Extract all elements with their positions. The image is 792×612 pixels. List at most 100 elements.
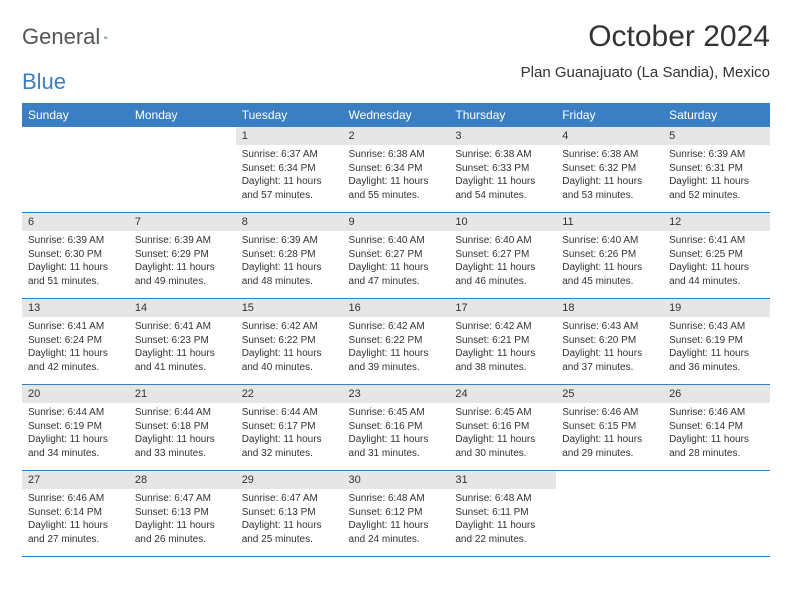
sunset-text: Sunset: 6:19 PM xyxy=(28,420,123,434)
day-number-cell: 21 xyxy=(129,385,236,404)
daylight-text: Daylight: 11 hours and 44 minutes. xyxy=(669,261,764,288)
sunset-text: Sunset: 6:14 PM xyxy=(669,420,764,434)
day-detail-cell: Sunrise: 6:41 AMSunset: 6:24 PMDaylight:… xyxy=(22,317,129,385)
sunrise-text: Sunrise: 6:48 AM xyxy=(349,492,444,506)
day-number-cell: 19 xyxy=(663,299,770,318)
sunrise-text: Sunrise: 6:39 AM xyxy=(669,148,764,162)
day-number-cell: 1 xyxy=(236,127,343,145)
sunrise-text: Sunrise: 6:39 AM xyxy=(242,234,337,248)
sunset-text: Sunset: 6:11 PM xyxy=(455,506,550,520)
day-number-cell: 9 xyxy=(343,213,450,232)
day-number-cell xyxy=(556,471,663,490)
day-header: Sunday xyxy=(22,103,129,127)
sunset-text: Sunset: 6:26 PM xyxy=(562,248,657,262)
daylight-text: Daylight: 11 hours and 51 minutes. xyxy=(28,261,123,288)
sunset-text: Sunset: 6:18 PM xyxy=(135,420,230,434)
day-detail-cell: Sunrise: 6:39 AMSunset: 6:30 PMDaylight:… xyxy=(22,231,129,299)
day-number-cell: 10 xyxy=(449,213,556,232)
day-number-row: 12345 xyxy=(22,127,770,145)
sunrise-text: Sunrise: 6:38 AM xyxy=(562,148,657,162)
day-number-cell: 31 xyxy=(449,471,556,490)
daylight-text: Daylight: 11 hours and 36 minutes. xyxy=(669,347,764,374)
day-number-cell: 16 xyxy=(343,299,450,318)
brand-logo: General xyxy=(22,24,128,50)
sunset-text: Sunset: 6:29 PM xyxy=(135,248,230,262)
day-header: Saturday xyxy=(663,103,770,127)
day-number-cell: 27 xyxy=(22,471,129,490)
daylight-text: Daylight: 11 hours and 41 minutes. xyxy=(135,347,230,374)
daylight-text: Daylight: 11 hours and 27 minutes. xyxy=(28,519,123,546)
sunrise-text: Sunrise: 6:47 AM xyxy=(135,492,230,506)
day-header: Thursday xyxy=(449,103,556,127)
day-number-cell: 6 xyxy=(22,213,129,232)
sunset-text: Sunset: 6:34 PM xyxy=(349,162,444,176)
sunset-text: Sunset: 6:30 PM xyxy=(28,248,123,262)
day-detail-cell: Sunrise: 6:37 AMSunset: 6:34 PMDaylight:… xyxy=(236,145,343,213)
sunrise-text: Sunrise: 6:46 AM xyxy=(562,406,657,420)
day-detail-cell: Sunrise: 6:46 AMSunset: 6:15 PMDaylight:… xyxy=(556,403,663,471)
day-number-row: 20212223242526 xyxy=(22,385,770,404)
day-detail-row: Sunrise: 6:37 AM Sunset: 6:34 PM Daylight:… xyxy=(22,145,770,213)
sunrise-text: Sunrise: 6:41 AM xyxy=(28,320,123,334)
sunrise-text: Sunrise: 6:39 AM xyxy=(28,234,123,248)
day-detail-cell: Sunrise: 6:47 AMSunset: 6:13 PMDaylight:… xyxy=(236,489,343,557)
day-detail-cell: Sunrise: 6:45 AMSunset: 6:16 PMDaylight:… xyxy=(343,403,450,471)
day-number-cell: 28 xyxy=(129,471,236,490)
sunset-text: Sunset: 6:12 PM xyxy=(349,506,444,520)
sunrise-text: Sunrise: 6:37 AM xyxy=(242,148,337,162)
sunset-text: Sunset: 6:13 PM xyxy=(242,506,337,520)
daylight-text: Daylight: 11 hours and 54 minutes. xyxy=(455,175,550,202)
sunrise-text: Sunrise: 6:38 AM xyxy=(455,148,550,162)
sunrise-text: Sunrise: 6:46 AM xyxy=(28,492,123,506)
sunrise-text: Sunrise: 6:44 AM xyxy=(242,406,337,420)
sunrise-text: Sunrise: 6:45 AM xyxy=(455,406,550,420)
day-number-row: 6789101112 xyxy=(22,213,770,232)
sunset-text: Sunset: 6:19 PM xyxy=(669,334,764,348)
day-header-row: Sunday Monday Tuesday Wednesday Thursday… xyxy=(22,103,770,127)
daylight-text: Daylight: 11 hours and 39 minutes. xyxy=(349,347,444,374)
day-detail-cell: Sunrise: 6:43 AMSunset: 6:20 PMDaylight:… xyxy=(556,317,663,385)
daylight-text: Daylight: 11 hours and 57 minutes. xyxy=(242,175,337,202)
daylight-text: Daylight: 11 hours and 24 minutes. xyxy=(349,519,444,546)
sunset-text: Sunset: 6:28 PM xyxy=(242,248,337,262)
day-detail-cell: Sunrise: 6:44 AMSunset: 6:18 PMDaylight:… xyxy=(129,403,236,471)
sunrise-text: Sunrise: 6:48 AM xyxy=(455,492,550,506)
day-number-row: 13141516171819 xyxy=(22,299,770,318)
daylight-text: Daylight: 11 hours and 33 minutes. xyxy=(135,433,230,460)
sunrise-text: Sunrise: 6:42 AM xyxy=(455,320,550,334)
day-detail-cell: Sunrise: 6:42 AMSunset: 6:22 PMDaylight:… xyxy=(236,317,343,385)
day-header: Tuesday xyxy=(236,103,343,127)
daylight-text: Daylight: 11 hours and 45 minutes. xyxy=(562,261,657,288)
day-detail-cell: Sunrise: 6:42 AMSunset: 6:21 PMDaylight:… xyxy=(449,317,556,385)
day-number-cell: 3 xyxy=(449,127,556,145)
sunset-text: Sunset: 6:25 PM xyxy=(669,248,764,262)
day-detail-row: Sunrise: 6:39 AMSunset: 6:30 PMDaylight:… xyxy=(22,231,770,299)
sunset-text: Sunset: 6:21 PM xyxy=(455,334,550,348)
brand-part2: Blue xyxy=(22,69,66,95)
month-title: October 2024 xyxy=(521,20,770,54)
sunset-text: Sunset: 6:23 PM xyxy=(135,334,230,348)
sunrise-text: Sunrise: 6:44 AM xyxy=(28,406,123,420)
sunrise-text: Sunrise: 6:39 AM xyxy=(135,234,230,248)
day-detail-cell xyxy=(663,489,770,557)
day-number-cell: 29 xyxy=(236,471,343,490)
sunrise-text: Sunrise: 6:40 AM xyxy=(562,234,657,248)
day-number-cell: 15 xyxy=(236,299,343,318)
daylight-text: Daylight: 11 hours and 32 minutes. xyxy=(242,433,337,460)
daylight-text: Daylight: 11 hours and 46 minutes. xyxy=(455,261,550,288)
sunset-text: Sunset: 6:27 PM xyxy=(455,248,550,262)
daylight-text: Daylight: 11 hours and 26 minutes. xyxy=(135,519,230,546)
day-detail-cell: Sunrise: 6:40 AMSunset: 6:26 PMDaylight:… xyxy=(556,231,663,299)
sunset-text: Sunset: 6:17 PM xyxy=(242,420,337,434)
day-detail-cell xyxy=(129,145,236,213)
day-detail-cell: Sunrise: 6:44 AMSunset: 6:19 PMDaylight:… xyxy=(22,403,129,471)
sunrise-text: Sunrise: 6:40 AM xyxy=(455,234,550,248)
sunrise-text: Sunrise: 6:45 AM xyxy=(349,406,444,420)
sunrise-text: Sunrise: 6:42 AM xyxy=(242,320,337,334)
day-number-cell: 25 xyxy=(556,385,663,404)
daylight-text: Daylight: 11 hours and 52 minutes. xyxy=(669,175,764,202)
day-detail-cell: Sunrise: 6:44 AMSunset: 6:17 PMDaylight:… xyxy=(236,403,343,471)
day-number-cell xyxy=(129,127,236,145)
daylight-text: Daylight: 11 hours and 31 minutes. xyxy=(349,433,444,460)
day-number-cell: 22 xyxy=(236,385,343,404)
